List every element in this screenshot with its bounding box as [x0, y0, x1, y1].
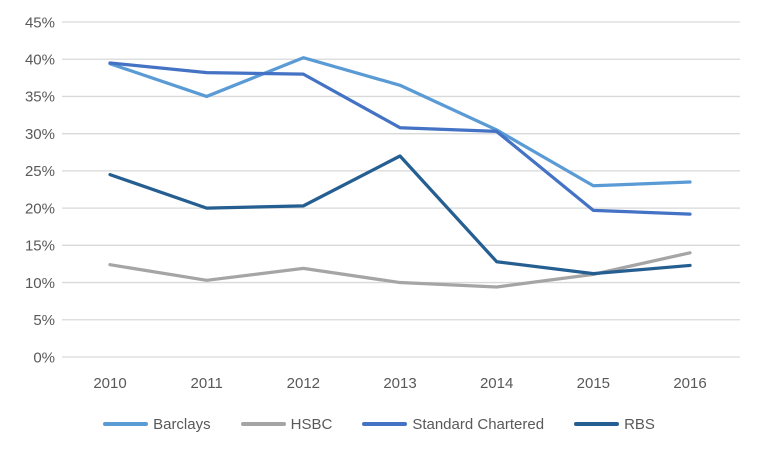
legend-swatch-barclays — [103, 421, 149, 427]
y-axis-tick-label: 10% — [25, 275, 55, 292]
x-axis-tick-label: 2012 — [287, 375, 320, 392]
legend-item-hsbc: HSBC — [240, 415, 333, 433]
legend-label-standard-chartered: Standard Chartered — [412, 415, 545, 433]
series-line-standard-chartered — [108, 61, 692, 216]
y-axis-tick-label: 25% — [25, 163, 55, 180]
y-axis-tick-label: 45% — [25, 14, 55, 31]
y-axis-tick-label: 35% — [25, 89, 55, 106]
y-axis-tick-label: 5% — [33, 312, 55, 329]
legend-swatch-rbs — [574, 421, 620, 427]
y-axis-tick-label: 40% — [25, 51, 55, 68]
legend-label-hsbc: HSBC — [290, 415, 333, 433]
y-axis-tick-label: 0% — [33, 349, 55, 366]
legend-swatch-standard-chartered — [362, 421, 408, 427]
legend-label-barclays: Barclays — [153, 415, 211, 433]
x-axis-tick-label: 2013 — [383, 375, 416, 392]
legend-item-rbs: RBS — [574, 416, 655, 433]
legend-item-barclays: Barclays — [103, 416, 211, 433]
y-axis-tick-label: 15% — [25, 238, 55, 255]
legend-label-rbs: RBS — [624, 415, 655, 433]
y-axis-tick-label: 30% — [25, 126, 55, 143]
chart-legend: Barclays HSBC Standard Chartered RBS — [0, 411, 758, 437]
legend-swatch-hsbc — [240, 421, 286, 427]
series-line-hsbc — [108, 251, 692, 289]
series-line-rbs — [108, 154, 692, 276]
legend-item-standard-chartered: Standard Chartered — [362, 416, 544, 433]
x-axis-tick-label: 2015 — [577, 375, 610, 392]
series-line-barclays — [108, 56, 692, 188]
x-axis-tick-label: 2014 — [480, 375, 513, 392]
x-axis-tick-label: 2010 — [93, 375, 126, 392]
x-axis-tick-label: 2016 — [673, 375, 706, 392]
y-axis-tick-label: 20% — [25, 200, 55, 217]
x-axis-tick-label: 2011 — [191, 375, 223, 392]
